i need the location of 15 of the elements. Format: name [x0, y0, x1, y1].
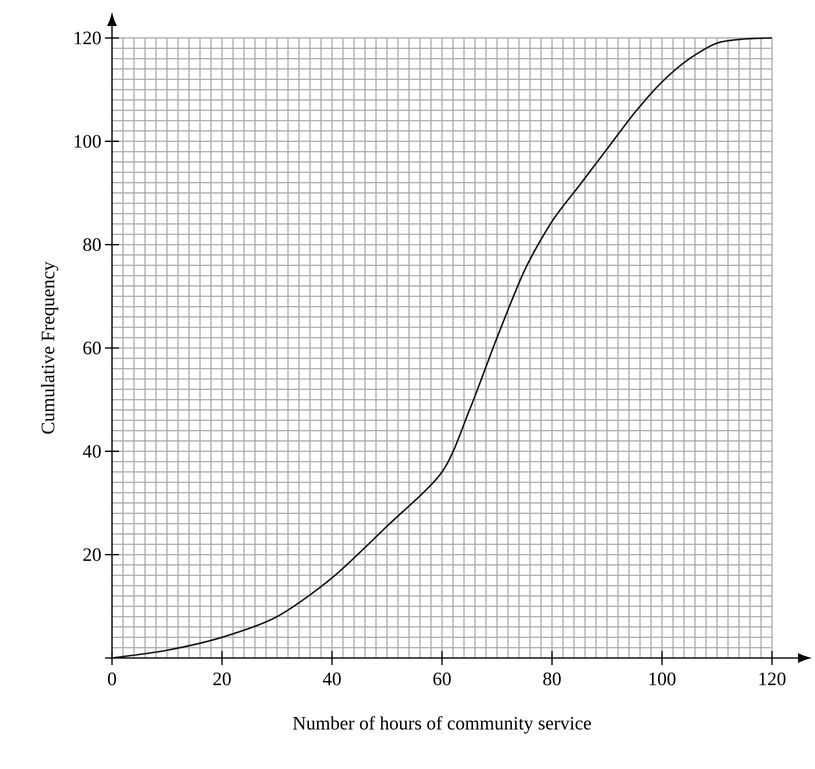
x-tick-label: 80 [543, 672, 561, 686]
y-tick-label: 20 [83, 548, 101, 562]
x-tick-label: 0 [108, 672, 116, 686]
y-tick-label: 80 [83, 238, 101, 252]
x-tick-label: 100 [649, 672, 676, 686]
y-tick-label: 60 [83, 342, 101, 354]
x-axis-title: Number of hours of community service [293, 716, 591, 734]
y-axis-title: Cumulative Frequency [41, 262, 58, 434]
x-tick-label: 60 [433, 672, 451, 686]
y-tick-label: 40 [82, 444, 101, 458]
x-tick-label: 120 [759, 672, 786, 686]
y-tick-label: 100 [74, 134, 101, 148]
x-tick-label: 20 [213, 672, 231, 686]
y-tick-label: 120 [74, 32, 101, 44]
x-tick-label: 40 [322, 672, 341, 686]
